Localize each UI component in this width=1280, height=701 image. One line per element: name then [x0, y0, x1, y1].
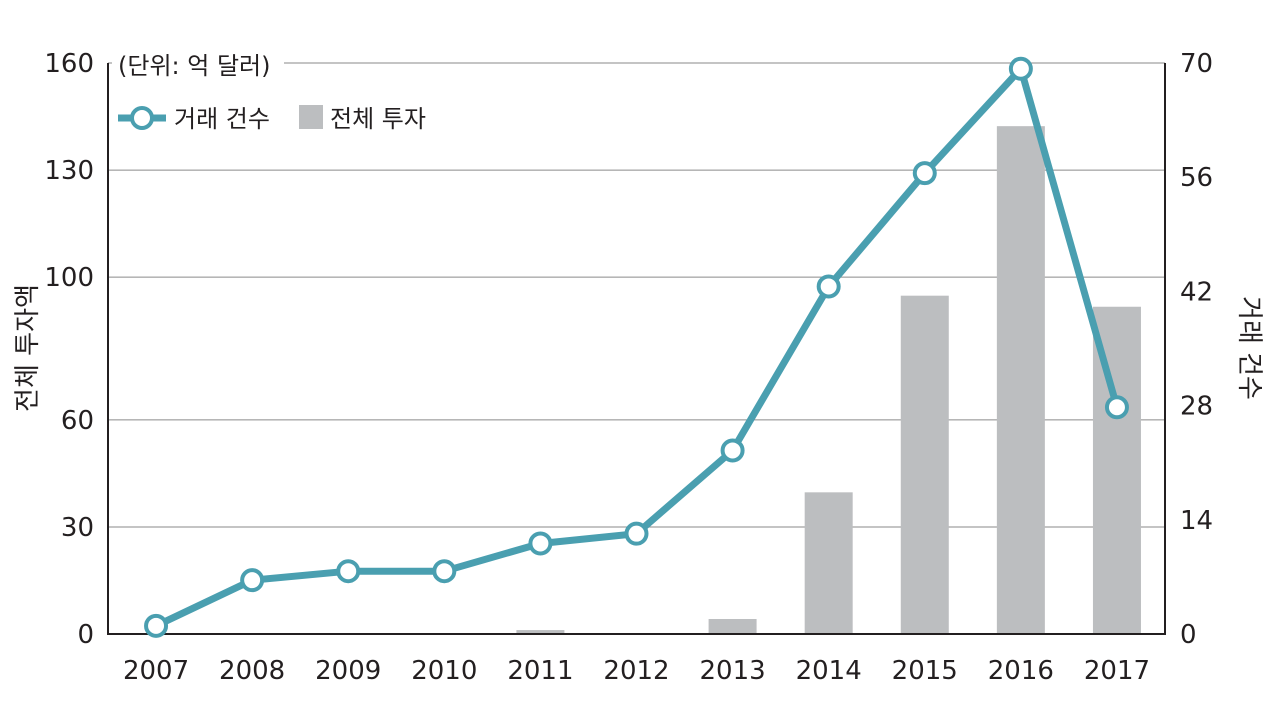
- unit-note: (단위: 억 달러): [118, 52, 270, 80]
- y-left-tick-label: 100: [44, 263, 94, 293]
- y-right-tick-label: 56: [1180, 163, 1213, 193]
- legend-bar-swatch: [299, 105, 323, 129]
- unit-note-bg: [112, 44, 284, 82]
- x-tick-label: 2011: [507, 656, 573, 686]
- y-right-tick-label: 28: [1180, 392, 1213, 422]
- x-tick-label: 2008: [219, 656, 285, 686]
- legend-marker-swatch: [130, 106, 154, 130]
- y-right-tick-label: 70: [1180, 49, 1213, 79]
- y-left-tick-label: 160: [44, 49, 94, 79]
- line-series: [144, 56, 1129, 638]
- axes: [107, 63, 1166, 635]
- point-2013: [720, 438, 745, 463]
- bar-2011: [516, 630, 565, 634]
- bar-2015: [900, 295, 949, 634]
- gridlines: [108, 62, 1165, 528]
- legend-label-investment: 전체 투자: [330, 105, 426, 133]
- legend-label-count: 거래 건수: [174, 105, 270, 133]
- y-left-tick-label: 130: [44, 156, 94, 186]
- point-2015: [912, 161, 937, 186]
- y-right-tick-label: 14: [1180, 506, 1213, 536]
- x-tick-label: 2017: [1084, 656, 1150, 686]
- tick-labels: 0 30 60 100 130 160 0 14 28 42 56 70 2007 2008 2009 201…: [44, 49, 1213, 686]
- y-right-tick-label: 0: [1180, 620, 1197, 650]
- x-tick-label: 2010: [411, 656, 477, 686]
- bar-series: [516, 126, 1141, 635]
- point-2017: [1104, 395, 1129, 420]
- bar-2016: [996, 126, 1045, 635]
- point-2016: [1008, 56, 1033, 81]
- point-2014: [816, 274, 841, 299]
- x-tick-label: 2007: [123, 656, 189, 686]
- y-left-tick-label: 60: [61, 406, 94, 436]
- x-tick-label: 2009: [315, 656, 381, 686]
- y-axis-left-title: 전체 투자액: [13, 284, 43, 412]
- x-tick-label: 2014: [796, 656, 862, 686]
- x-tick-label: 2013: [700, 656, 766, 686]
- point-2010: [432, 559, 457, 584]
- point-2011: [528, 531, 553, 556]
- x-tick-label: 2015: [892, 656, 958, 686]
- y-left-tick-label: 0: [77, 620, 94, 650]
- x-tick-label: 2012: [603, 656, 669, 686]
- y-axis-right-title: 거래 건수: [1234, 296, 1264, 400]
- x-tick-label: 2016: [988, 656, 1054, 686]
- bar-2014: [804, 492, 853, 634]
- point-2008: [240, 568, 265, 593]
- point-2009: [336, 559, 361, 584]
- point-2007: [144, 613, 169, 638]
- y-right-tick-label: 42: [1180, 277, 1213, 307]
- bar-2013: [708, 619, 757, 634]
- legend: 거래 건수 전체 투자: [118, 105, 426, 133]
- point-2012: [624, 521, 649, 546]
- y-left-tick-label: 30: [61, 513, 94, 543]
